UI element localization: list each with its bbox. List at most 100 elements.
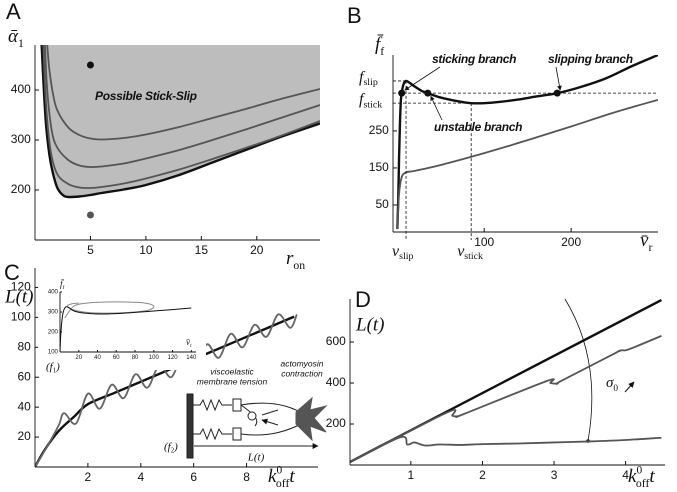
curve <box>44 45 320 168</box>
label-part: k <box>268 466 277 487</box>
inset-y-label: f̄f <box>60 279 65 291</box>
label-part: 2 <box>171 447 175 454</box>
actin-star <box>295 396 328 442</box>
y-tick-label: 400 <box>48 290 59 296</box>
inset-x-label: v̄r <box>186 337 192 349</box>
x-tick-label: 2 <box>479 468 486 482</box>
y-tick-label: 300 <box>11 132 31 146</box>
branch-point <box>424 89 432 97</box>
label-part: slip <box>363 77 377 88</box>
y-axis-label: L(t) <box>4 286 34 307</box>
sigma-label: σ0 <box>606 375 618 394</box>
x-tick-label: 80 <box>132 355 139 361</box>
x-tick-label: 20 <box>75 355 82 361</box>
x-tick-label: 140 <box>186 355 197 361</box>
label-part: ) <box>173 441 178 453</box>
x-tick-label: 20 <box>250 243 264 257</box>
y-tick-label: 80 <box>17 339 31 353</box>
label-part: v̄ <box>186 337 190 347</box>
branch-arrow <box>430 95 443 121</box>
dashpot <box>232 427 242 441</box>
label-part: f <box>380 45 384 58</box>
schematic <box>186 393 328 459</box>
curve <box>60 306 192 352</box>
spring <box>193 398 232 412</box>
schematic-text: viscoelastic <box>210 366 254 376</box>
label-part: 0 <box>613 384 618 394</box>
y-tick-label: 400 <box>326 375 346 389</box>
label-part: slip <box>399 251 413 262</box>
dashpot <box>232 398 242 412</box>
shaded-area <box>41 45 320 198</box>
annotation: Possible Stick-Slip <box>95 89 197 103</box>
panel-label: D <box>355 287 371 312</box>
inset-background <box>38 282 206 370</box>
x-tick-label: 60 <box>113 355 120 361</box>
curve <box>350 435 662 463</box>
x-tick-label: 4 <box>137 470 144 484</box>
label-part: ᾱ <box>8 26 19 47</box>
spring <box>193 427 232 441</box>
plot-area <box>35 313 298 467</box>
label-part: r <box>648 241 652 254</box>
label-part: 1 <box>18 37 24 50</box>
x-tick-label: 100 <box>474 235 494 249</box>
label-part: f <box>63 284 65 291</box>
x-axis-label: k0 offt <box>628 464 655 490</box>
label-part: k <box>628 466 637 487</box>
point <box>86 61 94 69</box>
y-tick-label: 400 <box>11 82 31 96</box>
schematic-text: actomyosin <box>281 358 324 368</box>
label-part: t <box>649 466 655 487</box>
h-marker-label: fstick <box>359 91 382 111</box>
label-part: f̄ <box>60 279 65 289</box>
label-part: r <box>286 248 294 269</box>
label-part: 0 <box>636 464 642 476</box>
x-axis-label: k0 offt <box>268 464 295 490</box>
x-tick-label: 3 <box>551 468 558 482</box>
label-part: r <box>190 343 192 349</box>
label-part: t <box>289 466 295 487</box>
wall <box>186 393 194 459</box>
y-tick-label: 150 <box>369 160 389 174</box>
x-tick-label: 2 <box>85 470 92 484</box>
branch-arrow <box>404 66 441 91</box>
y-tick-label: 200 <box>326 416 346 430</box>
label-part: (f <box>164 441 173 453</box>
x-tick-label: 5 <box>87 243 94 257</box>
y-tick-label: 300 <box>48 310 59 316</box>
schematic-text: contraction <box>281 368 323 378</box>
label-part: f̄ <box>375 34 384 55</box>
y-tick-label: 200 <box>11 182 31 196</box>
y-tick-label: 40 <box>17 399 31 413</box>
panel-label: B <box>347 3 362 28</box>
curve <box>396 98 658 230</box>
label-part: (f <box>46 361 55 373</box>
branch-arrow <box>555 66 562 91</box>
branch-label: sticking branch <box>432 52 516 66</box>
plot-area <box>40 45 320 199</box>
y-tick-label: 100 <box>11 310 31 324</box>
plot-area <box>350 299 662 463</box>
schematic-text: membrane tension <box>197 376 268 386</box>
label-part: ) <box>55 361 60 373</box>
y-tick-label: 200 <box>48 330 59 336</box>
v-marker-label: vstick <box>457 243 483 263</box>
y-tick-label: 100 <box>48 350 59 356</box>
label-part: stick <box>363 100 382 111</box>
x-tick-label: 8 <box>243 470 250 484</box>
y-tick-label: 120 <box>11 280 31 294</box>
label-part: v <box>457 243 465 260</box>
x-tick-label: 15 <box>195 243 209 257</box>
label-part: v <box>392 243 400 260</box>
x-tick-label: 4 <box>622 468 629 482</box>
y-tick-label: 60 <box>17 369 31 383</box>
label-part: 0 <box>276 464 282 476</box>
curve <box>350 335 662 463</box>
label-part: σ <box>606 375 614 391</box>
inset-label: (f1) <box>46 361 60 375</box>
schematic-label: (f2) <box>164 441 178 455</box>
y-tick-label: 250 <box>369 123 389 137</box>
curve <box>40 45 320 199</box>
